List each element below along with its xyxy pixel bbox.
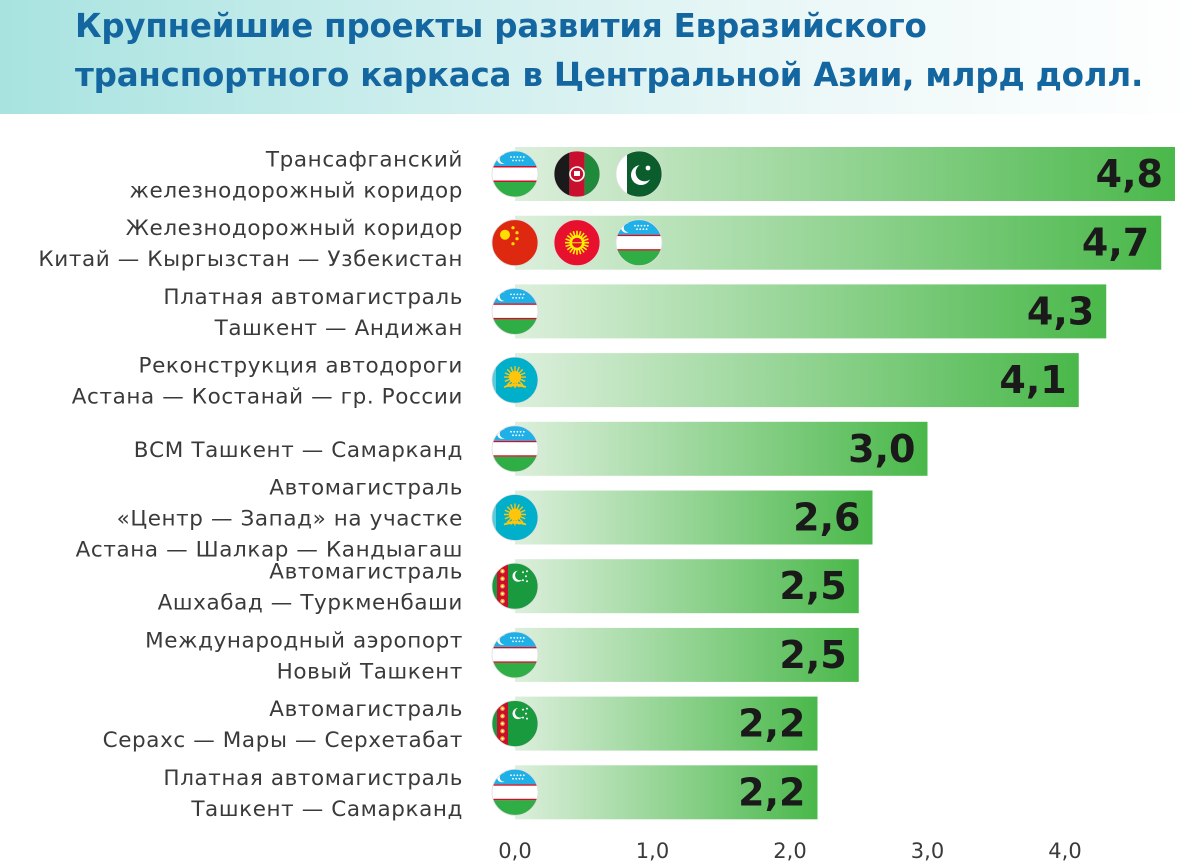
china-flag-icon <box>491 219 539 267</box>
category-label: Реконструкция автодороги <box>139 354 463 379</box>
value-label: 4,1 <box>999 358 1066 402</box>
value-label: 3,0 <box>848 427 915 471</box>
category-label: Серахс — Мары — Серхетабат <box>103 728 463 753</box>
value-label: 4,8 <box>1096 152 1163 196</box>
category-label: Международный аэропорт <box>145 628 463 653</box>
kazakhstan-flag-icon <box>491 356 539 404</box>
bar <box>515 284 1107 339</box>
bar <box>515 627 859 682</box>
x-tick-label: 2,0 <box>773 839 806 863</box>
turkmenistan-flag-icon <box>491 562 539 610</box>
pakistan-flag-icon <box>615 150 663 198</box>
uzbekistan-flag-icon <box>491 425 539 473</box>
bar <box>515 696 818 751</box>
category-label: Ташкент — Самарканд <box>190 797 463 822</box>
category-label: железнодорожный коридор <box>130 179 463 204</box>
category-label: Астана — Шалкар — Кандыагаш <box>76 538 463 563</box>
bar <box>515 490 873 545</box>
category-label: Астана — Костанай — гр. России <box>72 385 463 410</box>
value-label: 2,5 <box>779 564 846 608</box>
category-label: ВСМ Ташкент — Самарканд <box>134 438 463 463</box>
category-label: Автомагистраль <box>269 560 463 585</box>
afghanistan-flag-icon <box>553 150 601 198</box>
kazakhstan-flag-icon <box>491 494 539 541</box>
chart-title: Крупнейшие проекты развития Евразийского… <box>75 7 1144 94</box>
category-label: Платная автомагистраль <box>163 766 463 791</box>
category-label: Новый Ташкент <box>277 659 463 684</box>
turkmenistan-flag-icon <box>491 700 539 747</box>
bar <box>515 147 1175 201</box>
x-tick-label: 0,0 <box>498 839 531 863</box>
uzbekistan-flag-icon <box>491 287 539 335</box>
category-label: Трансафганский <box>265 148 463 173</box>
x-tick-label: 3,0 <box>911 839 944 863</box>
value-label: 2,2 <box>738 770 805 814</box>
bar <box>515 421 928 476</box>
x-tick-label: 1,0 <box>636 839 669 863</box>
category-label: Платная автомагистраль <box>163 285 463 310</box>
category-label: Ташкент — Андижан <box>214 316 463 341</box>
category-label: Автомагистраль <box>269 697 463 722</box>
value-label: 2,6 <box>793 496 860 540</box>
uzbekistan-flag-icon <box>491 631 539 679</box>
title-banner <box>0 0 1200 114</box>
value-label: 4,7 <box>1082 221 1149 265</box>
bar <box>515 559 859 614</box>
bar <box>515 765 818 820</box>
category-label: Автомагистраль <box>269 476 463 501</box>
value-label: 4,3 <box>1027 289 1094 333</box>
category-label: Ашхабад — Туркменбаши <box>158 591 463 616</box>
category-label: «Центр — Запад» на участке <box>117 507 463 532</box>
value-label: 2,2 <box>738 702 805 746</box>
value-label: 2,5 <box>779 633 846 677</box>
uzbekistan-flag-icon <box>615 219 663 267</box>
kyrgyzstan-flag-icon <box>553 219 601 267</box>
x-tick-label: 4,0 <box>1048 839 1081 863</box>
bar <box>515 353 1079 408</box>
category-label: Китай — Кыргызстан — Узбекистан <box>38 247 463 272</box>
bar <box>515 215 1162 270</box>
uzbekistan-flag-icon <box>491 768 539 816</box>
category-label: Железнодорожный коридор <box>126 216 463 241</box>
uzbekistan-flag-icon <box>491 150 539 198</box>
